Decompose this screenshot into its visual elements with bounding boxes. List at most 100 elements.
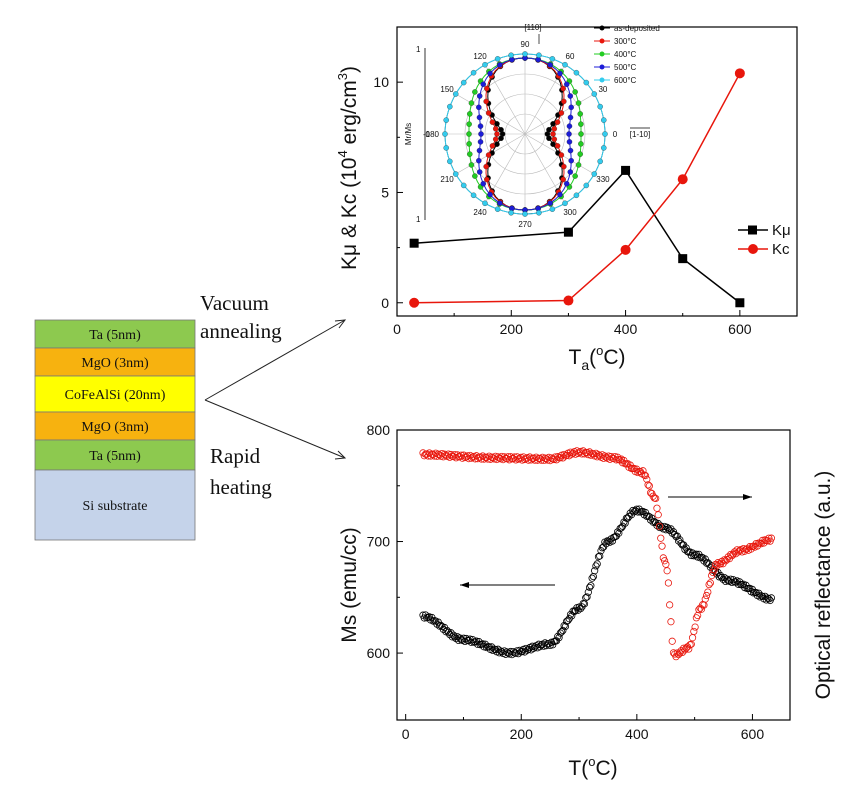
layer-5	[34, 469, 196, 541]
inset-rtick: 1	[416, 45, 421, 54]
reflectance-point	[727, 550, 735, 559]
layer-label-5: Si substrate	[83, 499, 148, 514]
reflectance-point	[678, 648, 686, 657]
polar-point-4	[508, 210, 514, 216]
reflectance-point	[697, 605, 706, 613]
reflectance-point	[690, 627, 698, 636]
polar-point-3	[476, 93, 483, 99]
polar-point-3	[557, 191, 563, 198]
polar-point-3	[557, 70, 563, 77]
ms-point	[594, 553, 603, 561]
polar-point-3	[477, 123, 484, 129]
polar-point-3	[568, 104, 574, 111]
polar-point-1	[492, 136, 499, 142]
polar-point-4	[460, 79, 467, 86]
ms-point	[557, 628, 566, 636]
polar-point-3	[480, 180, 487, 187]
layer-3	[34, 411, 196, 441]
polar-point-4	[583, 182, 590, 189]
rapid-label-2: heating	[210, 475, 272, 499]
polar-point-4	[482, 61, 488, 68]
polar-point-1	[558, 110, 565, 116]
polar-inset: Mr/Ms 1 1 0 0 30 60 90 120 150 -180 210 240 270 300 330…	[404, 23, 660, 229]
inset-legend-label-1: 300°C	[614, 37, 637, 46]
layer-label-2: CoFeAlSi (20nm)	[65, 388, 166, 403]
inset-legend-marker-2	[599, 51, 605, 57]
y-tick-label: 0	[381, 295, 389, 311]
polar-angle-label: 240	[473, 208, 487, 217]
polar-point-1	[561, 98, 567, 105]
x-tick-label: 600	[728, 321, 752, 337]
reflectance-point	[702, 591, 711, 600]
polar-point-4	[591, 91, 598, 97]
reflectance-point	[730, 548, 739, 556]
reflectance-point	[680, 644, 688, 652]
ms-point	[425, 613, 433, 621]
ms-point	[596, 552, 604, 560]
polar-point-4	[443, 145, 449, 151]
polar-point-2	[468, 100, 475, 106]
reflectance-point	[710, 566, 718, 574]
polar-point-1	[554, 119, 561, 125]
polar-point-3	[476, 114, 483, 121]
polar-point-1	[558, 152, 565, 158]
reflectance-point	[708, 571, 716, 580]
polar-angle-label: 150	[440, 85, 454, 94]
kmu-point	[621, 165, 631, 175]
x-tick-label: 400	[625, 726, 649, 742]
ms-point	[564, 616, 572, 625]
reflectance-point	[705, 580, 713, 589]
polar-point-1	[492, 126, 499, 132]
y-axis-label-left: Ms (emu/cc)	[338, 527, 361, 643]
polar-angle-label: 120	[473, 52, 487, 61]
polar-angle-label: 210	[440, 175, 454, 184]
reflectance-point	[645, 482, 653, 490]
reflectance-point	[728, 552, 736, 560]
ms-point	[674, 537, 683, 545]
polar-point-3	[487, 191, 493, 198]
ms-point	[700, 557, 708, 565]
reflectance-point	[655, 522, 664, 531]
reflectance-point	[695, 606, 703, 614]
inset-legend-label-2: 400°C	[614, 50, 637, 59]
reflectance-point	[711, 560, 720, 569]
ms-point	[701, 555, 709, 563]
layer-stack: Ta (5nm) MgO (3nm) CoFeAlSi (20nm) MgO (3nm…	[34, 319, 196, 541]
polar-point-2	[572, 89, 578, 95]
polar-point-1	[560, 176, 566, 183]
polar-point-2	[578, 141, 584, 147]
polar-point-2	[467, 111, 473, 117]
polar-point-3	[567, 93, 574, 99]
rapid-label-1: Rapid	[210, 444, 261, 468]
ms-point	[729, 576, 737, 584]
inset-ylabel: Mr/Ms	[404, 123, 413, 145]
polar-point-3	[547, 200, 553, 206]
layer-label-0: Ta (5nm)	[89, 328, 141, 343]
ms-point	[481, 640, 489, 648]
layer-0	[34, 319, 196, 349]
reflectance-point	[616, 456, 624, 464]
ms-point	[715, 573, 723, 581]
layer-label-1: MgO (3nm)	[81, 356, 149, 371]
x-tick-label: 0	[402, 726, 410, 742]
reflectance-point	[649, 492, 657, 500]
polar-point-4	[583, 79, 590, 86]
dir-label-1-10: [1-10]	[630, 130, 650, 139]
ms-point	[559, 626, 567, 635]
reflectance-point	[672, 653, 680, 661]
y-tick-label: 600	[367, 645, 391, 661]
reflectance-point	[666, 601, 674, 609]
ms-point	[585, 583, 594, 591]
ms-point	[555, 634, 563, 642]
polar-point-1	[494, 131, 500, 137]
polar-point-3	[476, 147, 483, 154]
reflectance-point	[741, 547, 749, 555]
legend-marker-0	[748, 225, 757, 235]
ms-point	[763, 594, 772, 602]
polar-point-1	[550, 131, 556, 137]
ms-point	[560, 622, 568, 630]
legend-label-1: Kc	[772, 241, 790, 258]
plot-frame	[396, 429, 791, 721]
inset-legend-marker-4	[599, 77, 605, 83]
polar-point-3	[566, 123, 573, 129]
